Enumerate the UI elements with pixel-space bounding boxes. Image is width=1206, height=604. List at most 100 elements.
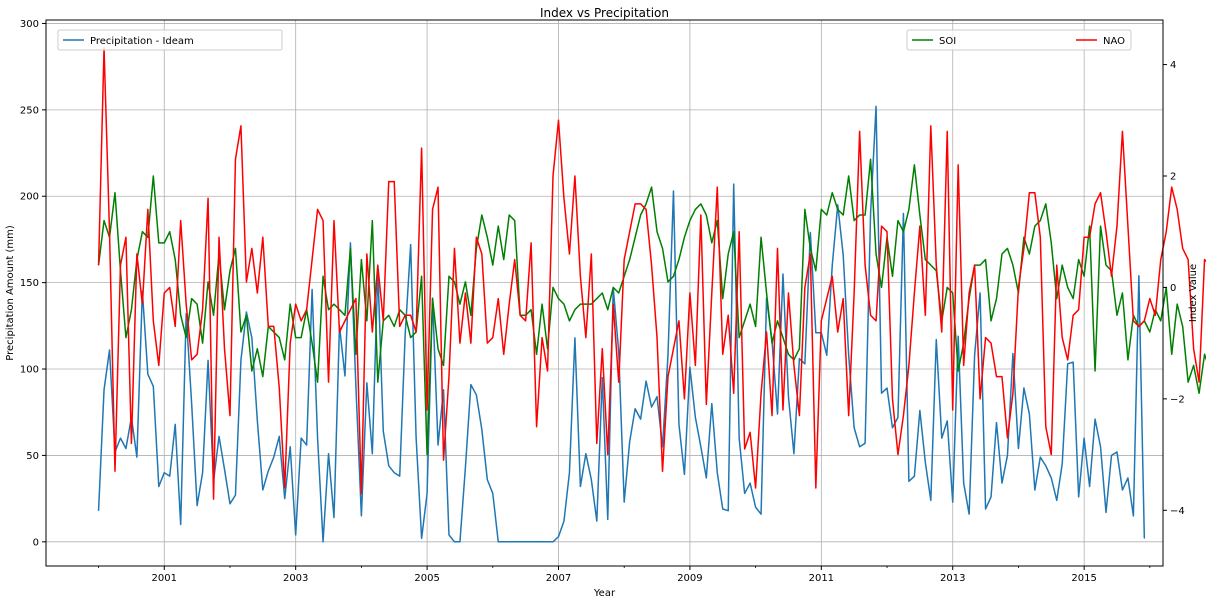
data-point-nao (771, 415, 773, 416)
data-point-precipitation (596, 520, 598, 522)
data-point-precipitation (284, 498, 286, 500)
data-point-soi (180, 314, 182, 316)
data-point-nao (1045, 426, 1047, 428)
data-point-precipitation (519, 541, 521, 543)
data-point-nao (333, 220, 335, 221)
data-point-nao (1007, 437, 1008, 439)
data-point-precipitation (738, 437, 740, 439)
data-point-nao (448, 376, 450, 377)
data-point-precipitation (957, 335, 959, 337)
data-point-precipitation (924, 461, 926, 463)
data-point-nao (196, 353, 198, 355)
data-point-precipitation (147, 373, 149, 375)
data-point-precipitation (678, 423, 680, 425)
data-point-soi (1067, 287, 1069, 288)
data-point-precipitation (278, 436, 280, 437)
data-point-soi (782, 337, 784, 338)
data-point-precipitation (705, 477, 707, 479)
data-point-precipitation (979, 292, 981, 294)
data-point-soi (711, 242, 713, 244)
data-point-soi (169, 231, 171, 233)
data-point-soi (716, 220, 718, 221)
data-point-soi (278, 337, 280, 338)
data-point-nao (760, 392, 762, 394)
data-point-nao (1193, 348, 1195, 350)
data-point-nao (1171, 186, 1173, 188)
data-point-nao (1111, 275, 1112, 277)
data-point-precipitation (514, 541, 516, 543)
data-point-soi (1127, 359, 1129, 361)
y-axis-left: 0 50 100 150 200 250 300 (20, 19, 46, 548)
data-point-soi (377, 381, 379, 383)
data-point-soi (574, 309, 576, 311)
data-point-soi (1094, 370, 1096, 372)
data-point-nao (618, 381, 620, 383)
data-point-precipitation (459, 541, 461, 543)
data-point-precipitation (180, 524, 182, 525)
data-point-precipitation (716, 472, 718, 474)
data-point-nao (393, 181, 395, 182)
data-point-precipitation (475, 394, 477, 396)
data-point-precipitation (240, 359, 242, 361)
data-point-soi (421, 275, 423, 277)
data-point-precipitation (333, 517, 335, 519)
data-point-soi (508, 214, 510, 216)
data-point-soi (322, 275, 324, 277)
data-point-precipitation (536, 541, 537, 543)
data-point-precipitation (251, 337, 253, 339)
data-point-nao (114, 470, 116, 472)
data-point-soi (826, 214, 828, 216)
data-point-nao (694, 365, 696, 366)
data-point-soi (640, 214, 642, 216)
data-point-nao (552, 175, 554, 177)
data-point-nao (432, 209, 433, 210)
grid-lines (46, 20, 1163, 566)
data-point-nao (870, 314, 871, 316)
data-point-nao (963, 365, 965, 366)
data-point-nao (1050, 454, 1052, 455)
data-point-precipitation (799, 358, 800, 360)
data-point-nao (246, 281, 247, 283)
data-point-soi (465, 281, 466, 283)
data-point-precipitation (563, 520, 565, 522)
data-point-soi (432, 298, 433, 299)
data-point-nao (289, 342, 291, 344)
data-point-precipitation (448, 534, 450, 536)
y-left-tick-label: 150 (20, 278, 39, 289)
data-point-soi (163, 242, 165, 244)
legend-left-box (57, 29, 283, 51)
data-point-nao (1067, 359, 1069, 361)
data-point-nao (470, 342, 472, 344)
data-point-soi (503, 259, 505, 260)
data-point-precipitation (120, 437, 121, 439)
data-point-soi (1001, 253, 1003, 255)
data-point-nao (1100, 192, 1101, 194)
data-point-nao (317, 209, 318, 210)
data-point-soi (755, 326, 756, 327)
data-point-nao (941, 331, 943, 333)
data-point-soi (300, 337, 302, 338)
legend-label-nao: NAO (1103, 36, 1125, 47)
data-point-precipitation (393, 472, 395, 474)
data-point-precipitation (530, 541, 532, 543)
data-point-nao (623, 259, 625, 260)
data-point-precipitation (481, 429, 483, 430)
data-point-soi (410, 337, 412, 338)
data-point-precipitation (1127, 477, 1129, 479)
data-point-soi (1116, 314, 1118, 316)
data-point-soi (744, 320, 746, 322)
data-point-soi (634, 236, 636, 238)
data-point-precipitation (421, 537, 423, 539)
data-point-precipitation (229, 503, 231, 505)
data-point-nao (574, 175, 576, 177)
data-point-nao (251, 248, 253, 249)
data-point-nao (421, 147, 423, 149)
data-point-nao (831, 275, 833, 277)
data-point-nao (256, 292, 258, 294)
data-point-soi (114, 192, 116, 194)
x-tick-label: 2015 (1071, 573, 1096, 584)
data-point-soi (673, 275, 674, 277)
data-point-nao (848, 415, 850, 416)
data-point-precipitation (1116, 451, 1118, 453)
data-point-nao (377, 264, 379, 266)
